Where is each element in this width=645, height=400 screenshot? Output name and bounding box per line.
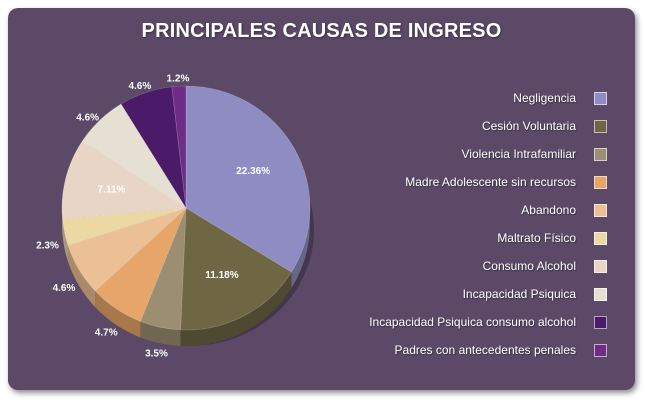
data-label: 11.18%	[205, 270, 238, 281]
data-label: 4.7%	[95, 327, 118, 338]
legend-swatch	[594, 91, 607, 105]
pie-slice-side	[95, 290, 141, 338]
legend-label: Madre Adolescente sin recursos	[405, 175, 576, 189]
legend-swatch	[594, 259, 607, 273]
pie-slice-side	[180, 272, 292, 346]
legend-item: Cesión Voluntaria	[482, 116, 607, 136]
legend-item: Consumo Alcohol	[483, 256, 607, 276]
legend-label: Cesión Voluntaria	[481, 119, 576, 133]
legend-label: Violencia Intrafamiliar	[461, 147, 577, 161]
legend-item: Abandono	[521, 200, 607, 220]
legend-item: Incapacidad Psiquica	[463, 284, 607, 304]
legend-swatch	[594, 203, 607, 217]
legend-swatch	[594, 315, 607, 329]
legend-swatch	[594, 147, 607, 161]
legend-item: Violencia Intrafamiliar	[461, 144, 607, 164]
legend-label: Incapacidad Psiquica	[462, 287, 576, 301]
pie-slice-side	[62, 219, 68, 262]
chart-title: PRINCIPALES CAUSAS DE INGRESO	[141, 20, 502, 42]
legend-item: Padres con antecedentes penales	[395, 340, 607, 360]
legend-label: Abandono	[521, 203, 576, 217]
pie-slice-violencia-intrafamiliar	[140, 207, 187, 331]
pie-slice-padres-con-antecedentes-penales	[171, 85, 187, 209]
legend-label: Negligencia	[513, 91, 576, 105]
pie-slice-side	[67, 245, 96, 307]
pie-slice-madre-adolescente-sin-recursos	[94, 207, 187, 322]
pie-chart: 22.36% 11.18% 3.5% 4.7% 4.6% 2.3% 7.11% 4.6% 4.6…	[36, 74, 314, 360]
data-label: 7.11%	[98, 185, 126, 196]
legend-item: Maltrato Físico	[497, 228, 607, 248]
pie-slice-negligencia	[185, 85, 311, 273]
pie-slice-incapacidad-psiquica	[82, 103, 187, 209]
pie-slice-maltrato-f-sico	[62, 207, 187, 246]
legend-label: Maltrato Físico	[497, 231, 576, 245]
legend-swatch	[594, 231, 607, 245]
legend-item: Negligencia	[513, 88, 607, 108]
legend-label: Consumo Alcohol	[482, 259, 576, 273]
data-label: 22.36%	[236, 166, 270, 177]
legend-item: Incapacidad Psiquica consumo alcohol	[369, 312, 607, 332]
pie-slice-cesi-n-voluntaria	[180, 207, 292, 331]
chart-panel: PRINCIPALES CAUSAS DE INGRESO 22.36% 11.1…	[8, 8, 635, 390]
data-label: 4.6%	[76, 113, 99, 124]
data-label: 1.2%	[167, 74, 190, 85]
legend-swatch	[594, 287, 607, 301]
legend-item: Madre Adolescente sin recursos	[405, 172, 607, 192]
legend-label: Padres con antecedentes penales	[394, 343, 576, 357]
pie-slice-side	[140, 321, 181, 346]
data-label: 4.6%	[53, 283, 76, 294]
legend-label: Incapacidad Psiquica consumo alcohol	[369, 315, 576, 329]
legend-swatch	[594, 343, 607, 357]
pie-slice-incapacidad-psiquica-consumo-alcohol	[120, 86, 187, 209]
data-label: 2.3%	[36, 240, 59, 251]
legend-swatch	[594, 175, 607, 189]
pie-slice-consumo-alcohol	[61, 140, 187, 220]
pie-slice-abandono	[67, 207, 187, 292]
data-label: 3.5%	[145, 349, 168, 360]
legend-swatch	[594, 119, 607, 133]
data-label: 4.6%	[128, 81, 151, 92]
